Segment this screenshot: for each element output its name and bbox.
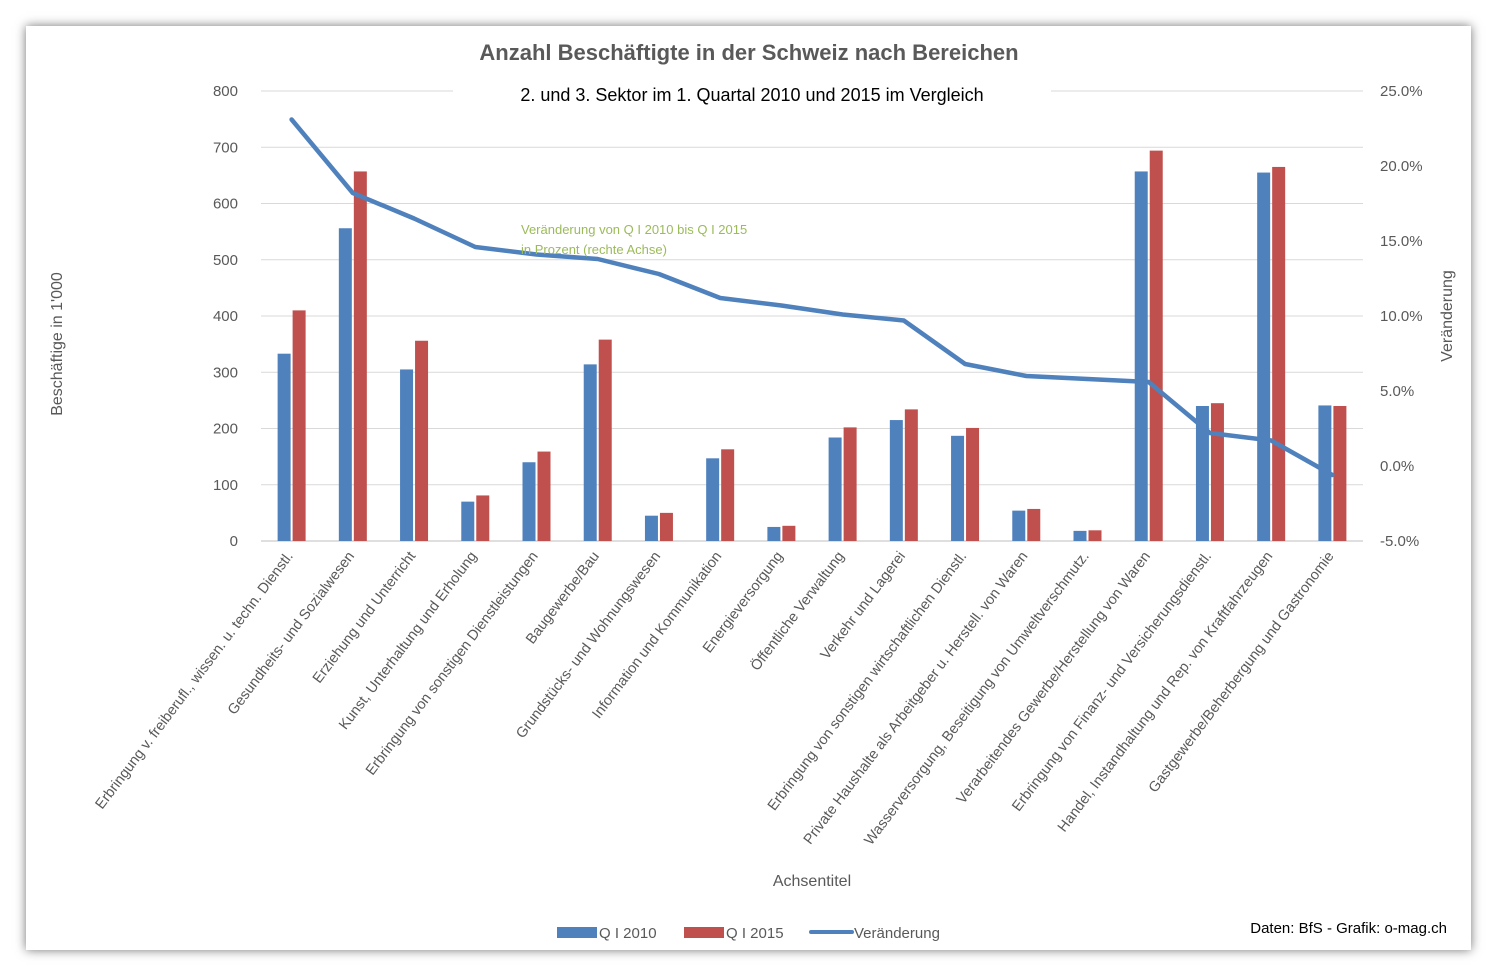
y-tick-label: 0 (230, 533, 238, 550)
legend-label-q2015: Q I 2015 (726, 925, 784, 942)
legend-swatch-q2015 (684, 927, 724, 938)
change-line-series (289, 117, 1335, 478)
annotation-line-2: in Prozent (rechte Achse) (521, 242, 667, 257)
y-tick-label: 600 (213, 196, 238, 213)
bar-q2010 (1012, 510, 1026, 541)
y2-tick-label: 20.0% (1380, 158, 1423, 175)
bar-q2015 (966, 427, 980, 541)
y2-tick-label: -5.0% (1380, 533, 1419, 550)
bar-q2015 (353, 171, 367, 541)
x-tick-label: Handel, Instandhaltung und Rep. von Kraf… (1055, 549, 1276, 835)
bar-q2010 (1257, 172, 1271, 541)
bar-q2010 (338, 228, 352, 541)
y-tick-label: 800 (213, 83, 238, 100)
bar-q2010 (583, 364, 597, 541)
bar-q2015 (537, 451, 551, 541)
bar-q2010 (951, 435, 965, 541)
y-tick-label: 300 (213, 364, 238, 381)
legend: Q I 2010 Q I 2015 Veränderung (557, 925, 940, 942)
source-credit: Daten: BfS - Grafik: o-mag.ch (1250, 920, 1447, 937)
legend-item-change: Veränderung (809, 925, 940, 942)
bar-q2015 (904, 409, 918, 541)
annotation-line-1: Veränderung von Q I 2010 bis Q I 2015 (521, 222, 747, 237)
bar-q2010 (1195, 406, 1209, 541)
y-tick-label: 100 (213, 477, 238, 494)
y-tick-label: 500 (213, 252, 238, 269)
bar-q2010 (1073, 530, 1087, 541)
x-tick-label: Gesundheits- und Sozialwesen (225, 549, 358, 718)
bar-q2015 (476, 495, 490, 541)
bar-q2010 (461, 501, 475, 541)
legend-label-change: Veränderung (854, 925, 940, 942)
bar-q2010 (828, 437, 842, 541)
bar-q2015 (292, 310, 306, 541)
bar-q2010 (706, 458, 720, 541)
bar-q2015 (721, 449, 735, 541)
x-axis-title: Achsentitel (773, 873, 851, 890)
legend-item-q2015: Q I 2015 (684, 925, 784, 942)
y2-axis-title: Veränderung (1439, 270, 1456, 362)
bar-q2015 (1272, 166, 1286, 541)
chart-title: Anzahl Beschäftigte in der Schweiz nach … (479, 40, 1018, 65)
bars (277, 150, 1347, 541)
bar-q2015 (782, 525, 796, 541)
bar-q2015 (1210, 403, 1224, 541)
combo-chart: 0 100 200 300 400 500 600 700 800 -5.0% 0.0% 5.0% 10… (49, 40, 1456, 942)
legend-swatch-q2010 (557, 927, 597, 938)
bar-q2015 (1333, 406, 1347, 541)
subtitle-backdrop (453, 80, 1051, 110)
bar-q2015 (598, 339, 612, 541)
bar-q2010 (1134, 171, 1148, 541)
y2-tick-label: 25.0% (1380, 83, 1423, 100)
bar-q2015 (1088, 530, 1102, 541)
legend-item-q2010: Q I 2010 (557, 925, 657, 942)
x-tick-label: Erbringung v. freiberufl., wissen. u. te… (93, 549, 297, 813)
bar-q2010 (767, 526, 781, 541)
change-line (289, 117, 1335, 478)
bar-q2015 (843, 427, 857, 541)
y-axis-title: Beschäftige in 1'000 (49, 272, 66, 416)
y-tick-label: 700 (213, 139, 238, 156)
y2-tick-label: 10.0% (1380, 308, 1423, 325)
bar-q2015 (659, 512, 673, 541)
y-tick-label: 200 (213, 421, 238, 438)
x-tick-label: Erziehung und Unterricht (310, 549, 419, 687)
x-tick-label: Information und Kommunikation (589, 549, 725, 722)
x-tick-label: Wasserversorgung, Beseitigung von Umwelt… (862, 549, 1093, 848)
bar-q2010 (400, 369, 414, 541)
bar-q2010 (522, 462, 536, 541)
chart-subtitle: 2. und 3. Sektor im 1. Quartal 2010 und … (520, 85, 983, 105)
bar-q2015 (415, 340, 429, 541)
bar-q2015 (1149, 150, 1163, 541)
bar-q2015 (1027, 508, 1041, 541)
bar-q2010 (889, 420, 903, 541)
x-tick-label: Private Haushalte als Arbeitgeber u. Her… (801, 549, 1032, 848)
y2-tick-label: 15.0% (1380, 233, 1423, 250)
y-tick-label: 400 (213, 308, 238, 325)
legend-label-q2010: Q I 2010 (599, 925, 657, 942)
bar-q2010 (277, 353, 291, 541)
chart-frame: 0 100 200 300 400 500 600 700 800 -5.0% 0.0% 5.0% 10… (26, 26, 1471, 950)
y2-tick-label: 0.0% (1380, 458, 1414, 475)
bar-q2010 (644, 515, 658, 541)
y2-tick-label: 5.0% (1380, 383, 1414, 400)
